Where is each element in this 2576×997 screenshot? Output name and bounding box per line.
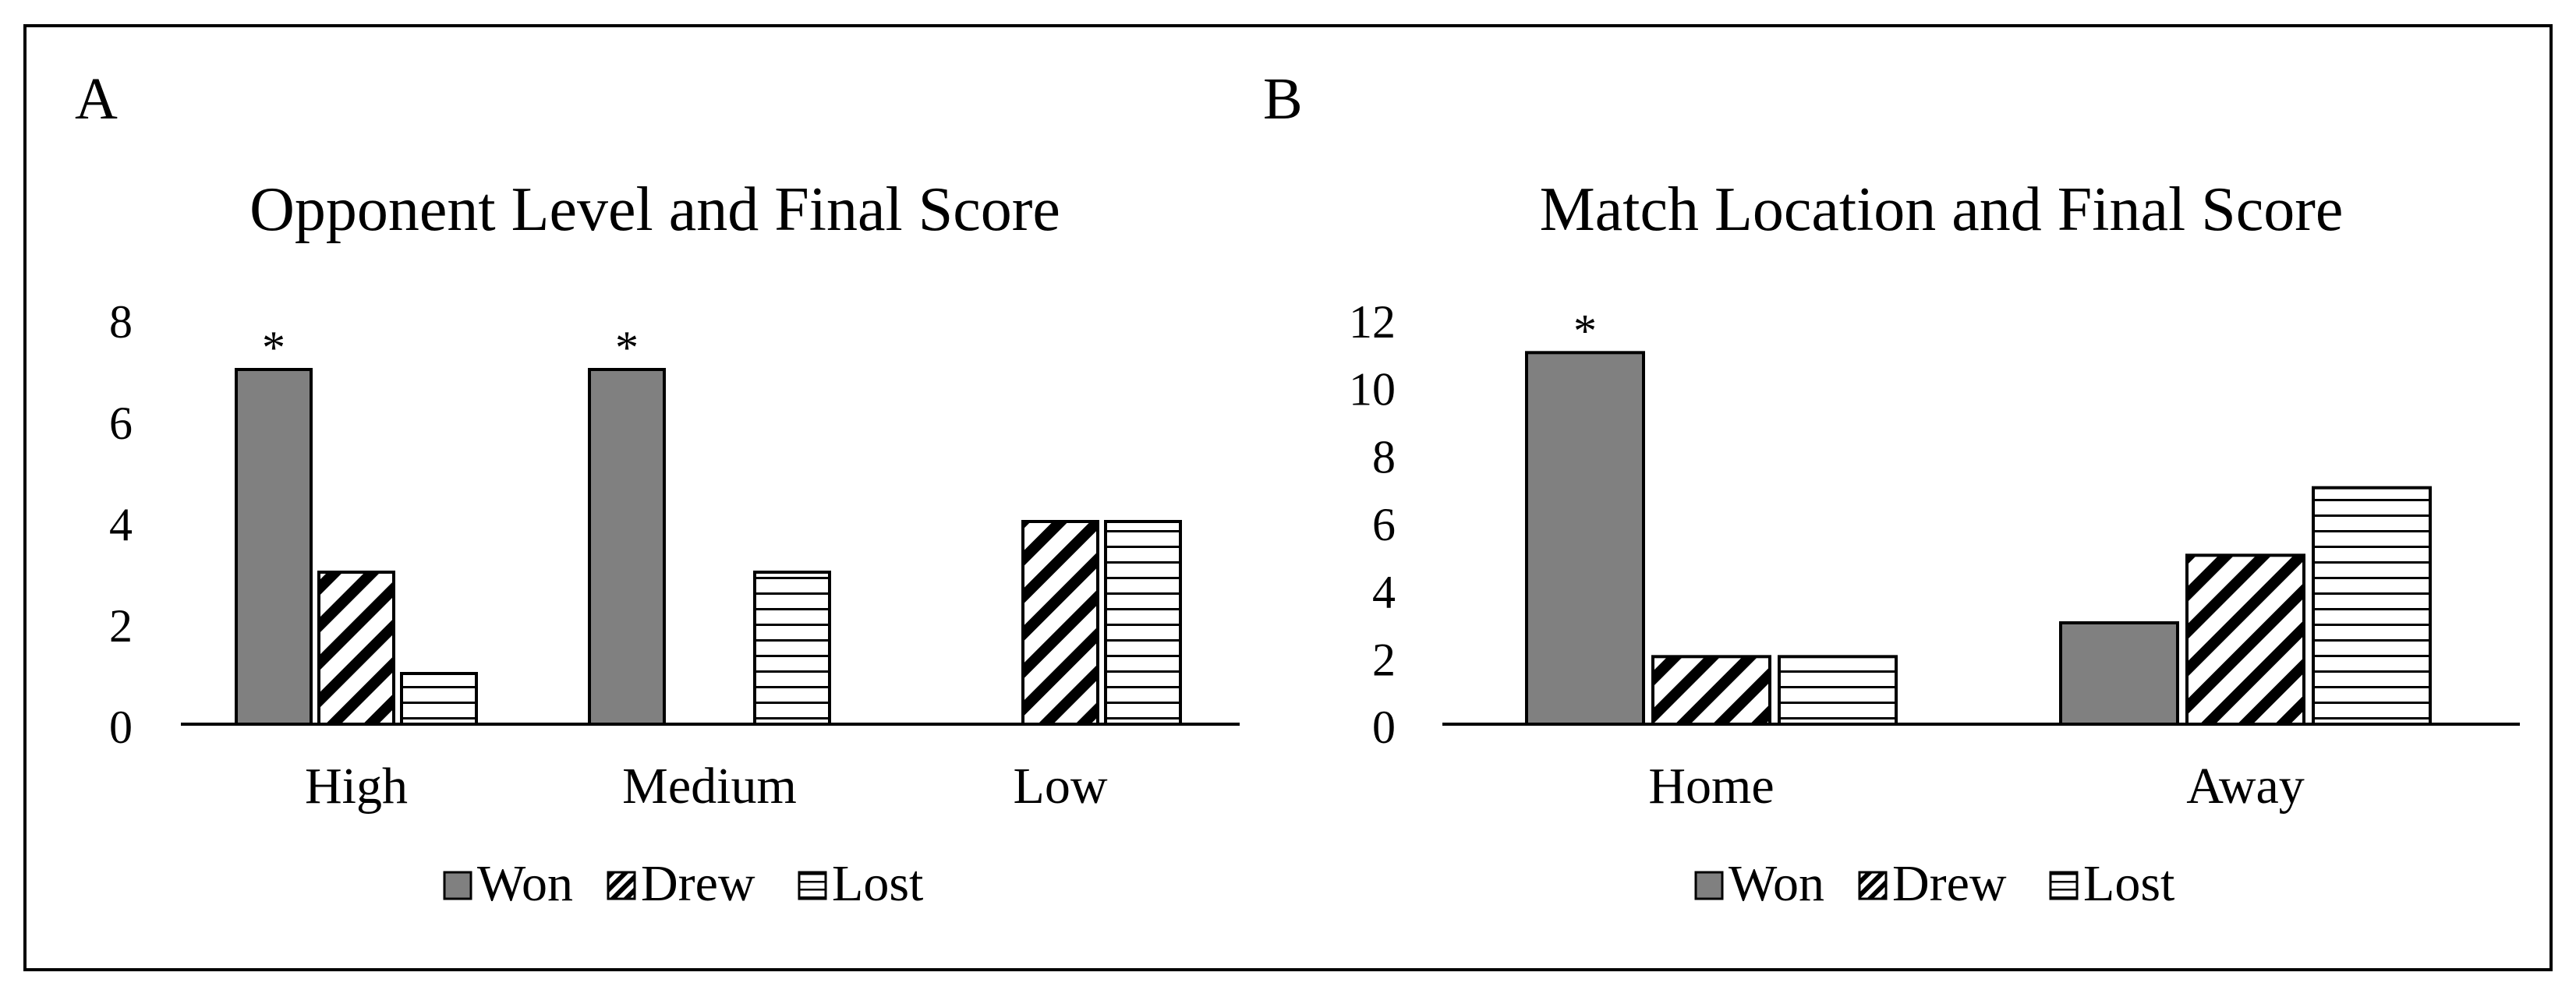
y-tick-label: 12	[1349, 296, 1396, 348]
legend-item-lost: Lost	[798, 855, 923, 912]
legend-label: Lost	[832, 855, 923, 912]
legend: Won Drew Lost	[1694, 855, 2174, 912]
y-tick-label: 6	[109, 398, 133, 449]
bar-low-lost	[1104, 520, 1182, 726]
x-tick-label-home: Home	[1648, 758, 1774, 815]
y-tick-label: 8	[1372, 431, 1396, 483]
legend: Won Drew Lost	[443, 855, 923, 912]
bar-away-lost	[2312, 486, 2432, 727]
x-axis-labels: High Medium Low	[305, 758, 1108, 815]
panel-b-letter: B	[1263, 66, 1303, 132]
bar-away-won	[2059, 621, 2179, 726]
legend-label: Lost	[2083, 855, 2174, 912]
x-tick-label-medium: Medium	[622, 758, 797, 815]
y-tick-label: 0	[1372, 702, 1396, 753]
legend-label: Drew	[641, 855, 755, 912]
y-tick-label: 2	[1372, 634, 1396, 685]
y-axis-ticks: 0 2 4 6 8 10 12	[1349, 296, 1396, 753]
bar-medium-won	[588, 368, 666, 726]
y-axis-ticks: 0 2 4 6 8	[109, 296, 133, 753]
significance-asterisk: *	[262, 322, 285, 373]
chart-title: Match Location and Final Score	[1540, 175, 2344, 244]
x-tick-label-away: Away	[2186, 758, 2305, 815]
chart-title: Opponent Level and Final Score	[249, 175, 1060, 244]
significance-asterisk: *	[1573, 305, 1597, 356]
bar-high-won	[235, 368, 313, 726]
y-tick-label: 10	[1349, 364, 1396, 415]
legend-swatch	[443, 871, 472, 900]
x-tick-label-high: High	[305, 758, 408, 815]
y-tick-label: 2	[109, 600, 133, 652]
y-tick-label: 4	[1372, 567, 1396, 618]
x-tick-label-low: Low	[1014, 758, 1108, 815]
y-tick-label: 8	[109, 296, 133, 348]
bar-high-drew	[317, 571, 395, 726]
legend-label: Won	[1729, 855, 1824, 912]
legend-item-lost: Lost	[2049, 855, 2174, 912]
significance-markers: * *	[262, 322, 639, 373]
chart-match-location: Match Location and Final Score 0 2 4 6 8 10 12…	[1349, 175, 2520, 912]
bars	[235, 368, 1182, 726]
bar-medium-lost	[753, 571, 831, 726]
bar-home-won	[1525, 351, 1645, 726]
bar-low-drew	[1021, 520, 1099, 726]
x-axis-labels: Home Away	[1648, 758, 2304, 815]
legend-item-drew: Drew	[607, 855, 755, 912]
legend-item-drew: Drew	[1858, 855, 2007, 912]
y-tick-label: 0	[109, 702, 133, 753]
bar-high-lost	[400, 672, 478, 726]
bar-home-lost	[1778, 655, 1898, 726]
panel-a-letter: A	[75, 66, 118, 132]
legend-swatch	[607, 871, 636, 900]
legend-swatch	[1858, 871, 1888, 900]
legend-label: Won	[477, 855, 573, 912]
significance-markers: *	[1573, 305, 1597, 356]
legend-label: Drew	[1892, 855, 2007, 912]
bar-away-drew	[2185, 553, 2305, 726]
figure-border	[23, 24, 2553, 971]
y-tick-label: 4	[109, 499, 133, 550]
legend-swatch	[2049, 871, 2079, 900]
bar-home-drew	[1651, 655, 1771, 726]
legend-item-won: Won	[443, 855, 573, 912]
legend-item-won: Won	[1694, 855, 1824, 912]
legend-swatch	[798, 871, 827, 900]
significance-asterisk: *	[615, 322, 639, 373]
legend-swatch	[1694, 871, 1724, 900]
y-tick-label: 6	[1372, 499, 1396, 550]
bars	[1525, 351, 2432, 727]
